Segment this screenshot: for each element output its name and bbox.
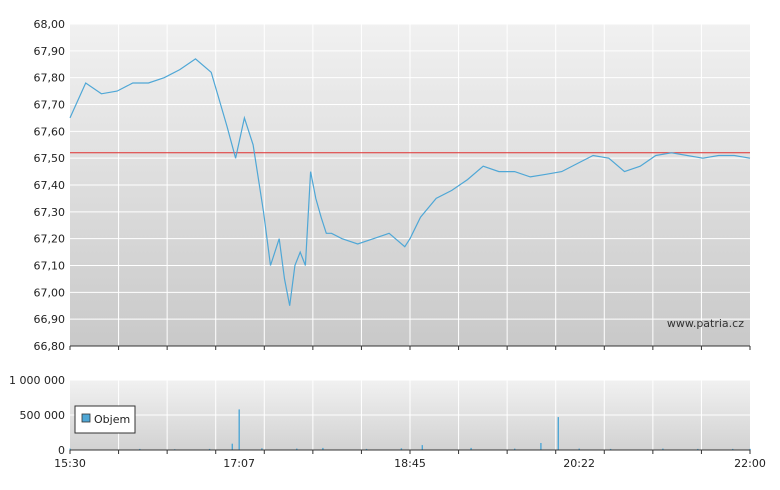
volume-bar [697, 448, 699, 450]
x-tick-label: 17:07 [223, 457, 255, 470]
volume-bar [609, 448, 612, 450]
volume-bar [540, 443, 542, 450]
volume-y-tick-label: 500 000 [20, 409, 66, 422]
price-y-tick-label: 66,80 [34, 340, 66, 353]
price-y-axis: 66,80 66,90 67,00 67,10 67,20 67,30 67,40 67,50… [34, 18, 66, 353]
volume-bar [662, 448, 664, 450]
volume-bar [238, 409, 240, 450]
volume-bar [421, 445, 423, 450]
price-y-tick-label: 67,90 [34, 45, 66, 58]
price-y-tick-label: 67,50 [34, 152, 66, 165]
price-x-ticks [69, 346, 751, 350]
volume-bar [514, 448, 516, 450]
volume-bar [578, 448, 580, 450]
volume-y-axis: 0 500 000 1 000 000 [9, 374, 65, 457]
watermark-text: www.patria.cz [667, 317, 744, 330]
price-y-tick-label: 66,90 [34, 313, 66, 326]
volume-bar [732, 448, 734, 450]
price-y-tick-label: 68,00 [34, 18, 66, 31]
volume-legend: Objem [74, 405, 136, 434]
price-y-tick-label: 67,70 [34, 99, 66, 112]
volume-bar [296, 448, 298, 450]
volume-bar [365, 448, 368, 450]
price-y-tick-label: 67,10 [34, 260, 66, 273]
price-y-tick-label: 67,00 [34, 286, 66, 299]
volume-bar [231, 443, 233, 450]
volume-bar [470, 447, 472, 450]
volume-x-axis: 15:30 17:07 18:45 20:22 22:00 [54, 450, 766, 470]
price-y-tick-label: 67,80 [34, 72, 66, 85]
price-gridlines [70, 23, 750, 347]
volume-bar [208, 448, 211, 450]
price-y-tick-label: 67,20 [34, 233, 66, 246]
legend-swatch [81, 413, 91, 423]
price-y-tick-label: 67,40 [34, 179, 66, 192]
x-tick-label: 18:45 [394, 457, 426, 470]
volume-bar [400, 448, 403, 451]
x-tick-label: 15:30 [54, 457, 86, 470]
price-y-tick-label: 67,30 [34, 206, 66, 219]
volume-bar [749, 448, 751, 450]
volume-bar [557, 417, 559, 450]
volume-bar [69, 448, 71, 450]
price-y-tick-label: 67,60 [34, 125, 66, 138]
volume-bar [261, 448, 263, 451]
volume-bar [322, 447, 324, 450]
volume-y-tick-label: 1 000 000 [9, 374, 65, 387]
volume-bars [69, 409, 751, 451]
x-tick-label: 22:00 [734, 457, 766, 470]
x-tick-label: 20:22 [563, 457, 595, 470]
price-series-line [69, 58, 751, 306]
legend-label: Objem [94, 413, 130, 426]
volume-bar [139, 448, 141, 450]
volume-y-tick-label: 0 [58, 444, 65, 457]
